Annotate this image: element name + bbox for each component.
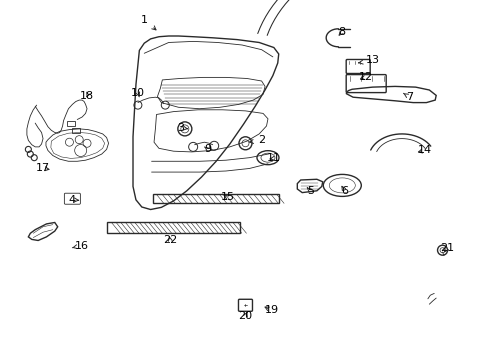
Text: 20: 20 — [238, 311, 252, 321]
Text: 9: 9 — [204, 144, 211, 154]
Text: 18: 18 — [80, 91, 94, 102]
Bar — [106, 222, 239, 233]
Text: 13: 13 — [358, 55, 379, 66]
Text: 5: 5 — [306, 186, 313, 196]
Bar — [152, 194, 278, 203]
Text: 22: 22 — [163, 235, 177, 246]
Text: 16: 16 — [72, 240, 89, 251]
Text: 17: 17 — [36, 163, 50, 174]
Text: 10: 10 — [131, 88, 144, 98]
Bar — [67, 121, 75, 126]
Text: 8: 8 — [338, 27, 345, 37]
Text: 2: 2 — [249, 135, 264, 145]
Text: 15: 15 — [220, 192, 234, 202]
Text: 12: 12 — [358, 72, 372, 82]
Text: 1: 1 — [141, 15, 156, 30]
Text: 6: 6 — [341, 186, 347, 196]
Text: 21: 21 — [440, 243, 453, 253]
Text: 3: 3 — [177, 123, 187, 133]
Text: 19: 19 — [264, 305, 278, 315]
Text: 4: 4 — [69, 195, 79, 205]
Text: 11: 11 — [266, 153, 280, 163]
Bar — [72, 128, 80, 133]
Text: 7: 7 — [403, 92, 412, 102]
Text: 14: 14 — [417, 145, 430, 156]
